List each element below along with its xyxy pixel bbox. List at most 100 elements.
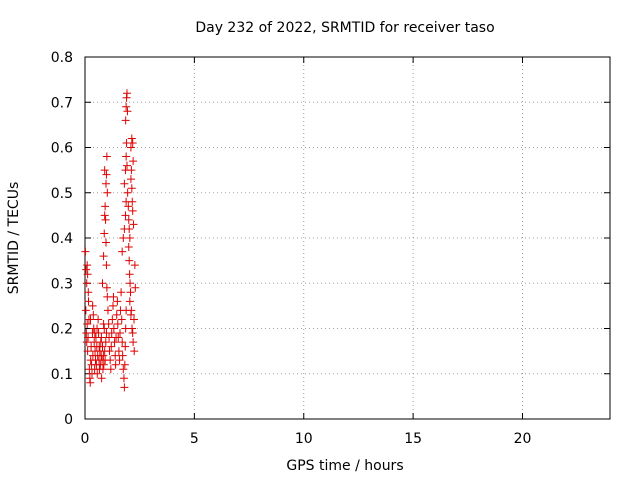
- data-point: [97, 333, 106, 342]
- data-point: [107, 329, 116, 338]
- data-point: [125, 270, 134, 279]
- grid-layer: [85, 57, 610, 419]
- data-point: [128, 138, 137, 147]
- data-point: [109, 301, 117, 310]
- data-point: [102, 152, 111, 161]
- data-point: [127, 134, 136, 143]
- data-point: [110, 338, 119, 347]
- data-point: [116, 329, 124, 338]
- data-point: [81, 247, 90, 256]
- data-point: [102, 261, 111, 270]
- data-point: [101, 202, 110, 211]
- x-tick-label: 5: [190, 431, 199, 447]
- data-point: [82, 338, 91, 347]
- data-point: [114, 347, 123, 356]
- data-point: [119, 374, 128, 383]
- y-axis-label: SRMTID / TECUs: [6, 182, 22, 295]
- data-point: [84, 333, 93, 342]
- data-point: [113, 297, 122, 306]
- data-point: [128, 329, 137, 338]
- data-point: [127, 306, 136, 315]
- data-point: [100, 229, 109, 238]
- data-point: [118, 351, 127, 360]
- data-point: [118, 338, 127, 347]
- data-point: [105, 347, 114, 356]
- data-point: [83, 270, 92, 279]
- data-point: [98, 279, 107, 288]
- data-point: [120, 179, 129, 188]
- x-axis-label: GPS time / hours: [286, 458, 403, 474]
- y-tick-label: 0.6: [51, 141, 73, 157]
- y-tick-label: 0.1: [51, 367, 73, 383]
- y-tick-label: 0: [64, 412, 73, 428]
- data-point: [100, 211, 109, 220]
- data-point: [130, 261, 139, 270]
- data-point: [100, 324, 109, 333]
- data-point: [97, 374, 106, 383]
- data-point: [125, 234, 134, 242]
- data-point: [123, 161, 131, 170]
- data-point: [127, 184, 136, 193]
- data-point: [126, 279, 135, 288]
- data-point: [111, 360, 120, 369]
- y-tick-label: 0.3: [51, 276, 73, 292]
- data-point: [124, 215, 133, 224]
- data-point: [93, 369, 102, 378]
- data-point: [117, 288, 126, 297]
- data-point: [103, 188, 112, 197]
- data-point: [102, 179, 110, 188]
- data-point: [130, 315, 138, 324]
- data-point: [101, 215, 110, 224]
- data-point: [106, 365, 115, 374]
- data-point: [106, 356, 115, 365]
- data-point: [122, 102, 131, 111]
- data-point: [126, 288, 135, 297]
- data-point: [125, 256, 134, 265]
- data-point: [82, 279, 91, 288]
- y-tick-label: 0.5: [51, 186, 73, 202]
- data-point: [102, 238, 110, 247]
- data-point: [84, 288, 93, 297]
- data-point: [111, 351, 120, 360]
- data-point: [122, 152, 131, 161]
- data-point: [84, 297, 93, 306]
- x-tick-label: 15: [404, 431, 422, 447]
- data-point: [100, 166, 109, 175]
- data-point: [90, 329, 99, 338]
- data-point: [120, 383, 129, 392]
- x-tick-label: 10: [295, 431, 313, 447]
- data-point: [125, 224, 134, 233]
- data-point: [108, 315, 117, 324]
- data-point: [89, 310, 98, 319]
- data-point: [118, 247, 127, 256]
- data-point: [120, 360, 129, 369]
- data-point: [131, 283, 140, 292]
- y-tick-label: 0.2: [51, 322, 73, 338]
- data-point: [129, 338, 138, 347]
- tick-label-layer: 0 5 10 15 20 0 0.1 0.2 0.3 0.4 0.5 0.6 0.7 0.8: [51, 50, 532, 447]
- data-point: [128, 324, 137, 333]
- data-point: [112, 310, 121, 319]
- data-point: [115, 356, 124, 365]
- data-point: [124, 243, 133, 252]
- data-point: [88, 301, 97, 310]
- data-point: [109, 292, 118, 301]
- x-tick-label: 0: [81, 431, 90, 447]
- data-point: [107, 342, 116, 351]
- data-point: [103, 306, 112, 315]
- data-point: [81, 306, 90, 315]
- data-point: [102, 283, 111, 292]
- data-point: [99, 351, 108, 360]
- y-tick-label: 0.7: [51, 95, 73, 111]
- data-point: [128, 206, 137, 215]
- data-point: [119, 365, 128, 374]
- data-point: [128, 197, 137, 206]
- data-point: [94, 315, 103, 324]
- data-point: [93, 324, 102, 333]
- data-point: [127, 166, 136, 175]
- data-point: [125, 297, 134, 306]
- tick-layer: [84, 56, 610, 420]
- data-point: [98, 365, 107, 374]
- data-point: [99, 360, 108, 369]
